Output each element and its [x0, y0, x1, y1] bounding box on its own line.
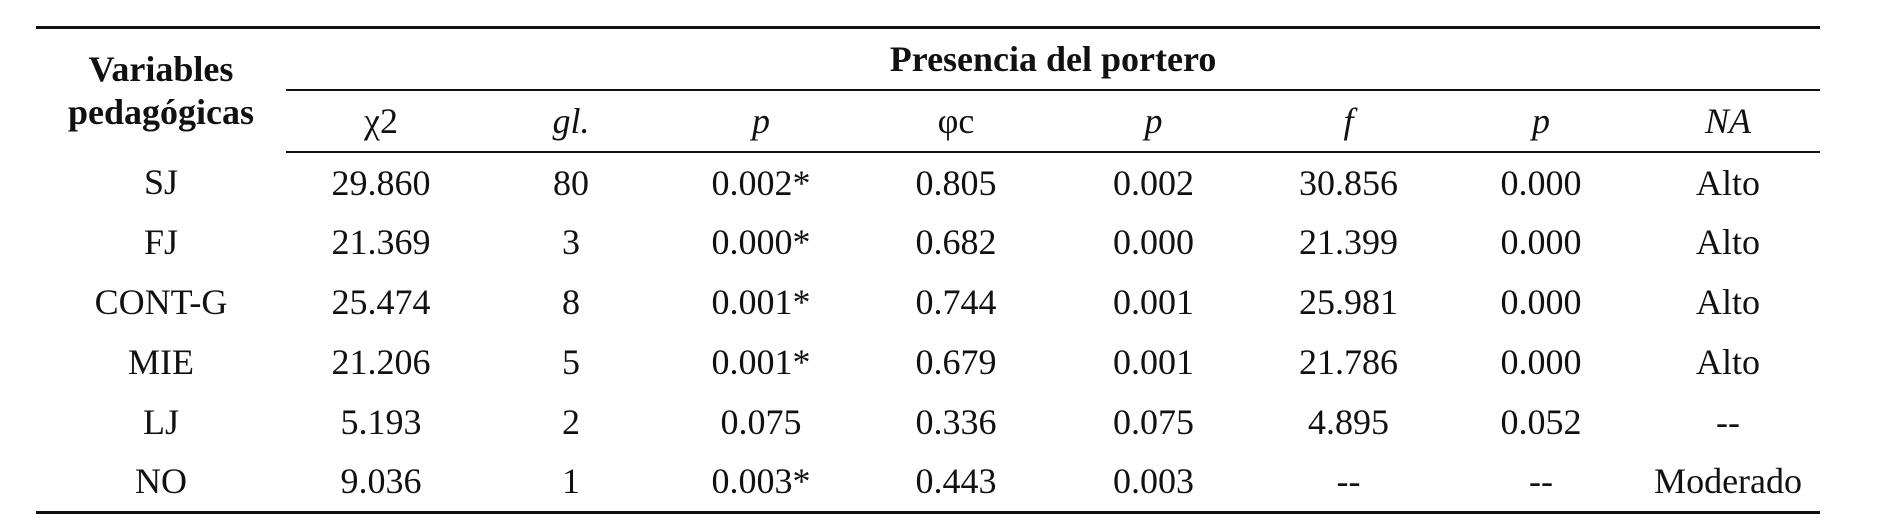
cell-gl: 3: [562, 222, 580, 262]
cell-na: --: [1716, 402, 1741, 442]
cell-p1: 0.075: [720, 402, 802, 442]
cell-na: Alto: [1696, 162, 1761, 203]
col-header-p2: p: [1056, 90, 1251, 153]
cell-phic: 0.443: [856, 452, 1056, 514]
statistics-table: Variables pedagógicas Presencia del port…: [36, 26, 1821, 514]
cell-p1: 0.001*: [711, 342, 811, 382]
cell-na: Moderado: [1636, 452, 1821, 514]
cell-p3: --: [1446, 452, 1636, 514]
cell-variable: LJ: [143, 402, 179, 442]
cell-p1: 0.001*: [711, 282, 811, 322]
col-header-p1: p: [666, 90, 856, 153]
cell-p3: 0.052: [1500, 402, 1582, 442]
cell-p3: 0.000: [1500, 282, 1582, 322]
table-row: SJ 29.860 80 0.002* 0.805 0.002 30.856 0…: [36, 152, 1820, 212]
cell-p3: 0.000: [1500, 162, 1582, 203]
cell-gl: 5: [562, 342, 580, 382]
cell-f: 30.856: [1299, 162, 1398, 203]
cell-p3: 0.000: [1500, 342, 1582, 382]
cell-phic: 0.805: [915, 162, 997, 203]
cell-phic: 0.744: [915, 282, 997, 322]
cell-p2: 0.001: [1113, 282, 1194, 322]
col-header-gl: gl.: [476, 90, 666, 153]
table-row: LJ 5.193 2 0.075 0.336 0.075 4.895 0.052…: [36, 392, 1820, 452]
cell-f: --: [1251, 452, 1446, 514]
cell-f: 25.981: [1299, 282, 1398, 322]
cell-gl: 2: [562, 402, 580, 442]
cell-variable: CONT-G: [94, 282, 228, 322]
cell-gl: 80: [553, 162, 589, 203]
cell-chi2: 5.193: [340, 402, 422, 442]
table-row: NO 9.036 1 0.003* 0.443 0.003 -- -- Mode…: [36, 452, 1821, 514]
cell-chi2: 25.474: [331, 282, 431, 322]
cell-p2: 0.002: [1113, 162, 1194, 203]
cell-gl: 8: [562, 282, 580, 322]
row-header-line1: Variables: [88, 48, 234, 89]
cell-p1: 0.003*: [666, 452, 856, 514]
row-header-cell: Variables pedagógicas: [36, 28, 286, 153]
col-header-na: NA: [1636, 90, 1821, 153]
cell-variable: FJ: [143, 222, 179, 262]
cell-p2: 0.001: [1113, 342, 1194, 382]
table-row: MIE 21.206 5 0.001* 0.679 0.001 21.786 0…: [36, 332, 1820, 392]
table-row: FJ 21.369 3 0.000* 0.682 0.000 21.399 0.…: [36, 212, 1820, 272]
group-header: Presencia del portero: [286, 27, 1821, 91]
cell-gl: 1: [476, 452, 666, 514]
col-header-f: f: [1251, 90, 1446, 153]
cell-phic: 0.336: [915, 402, 997, 442]
cell-chi2: 21.206: [331, 342, 431, 382]
cell-f: 21.399: [1299, 222, 1398, 262]
cell-chi2: 9.036: [286, 452, 476, 514]
cell-na: Alto: [1696, 222, 1761, 262]
col-header-chi2: χ2: [286, 90, 476, 153]
col-header-phic: φc: [856, 90, 1056, 153]
col-header-p3: p: [1446, 90, 1636, 153]
header-row-columns: χ2 gl. p φc p f p NA: [36, 90, 1821, 153]
cell-chi2: 29.860: [331, 162, 431, 203]
cell-p2: 0.003: [1056, 452, 1251, 514]
cell-na: Alto: [1696, 342, 1761, 382]
cell-p1: 0.000*: [711, 222, 811, 262]
cell-variable: SJ: [143, 162, 179, 202]
cell-p3: 0.000: [1500, 222, 1582, 262]
cell-na: Alto: [1696, 282, 1761, 322]
cell-chi2: 21.369: [331, 222, 431, 262]
cell-phic: 0.679: [915, 342, 997, 382]
cell-f: 4.895: [1308, 402, 1389, 442]
cell-variable: MIE: [128, 342, 194, 382]
cell-f: 21.786: [1299, 342, 1398, 382]
cell-p1: 0.002*: [711, 162, 811, 203]
header-row-group: Variables pedagógicas Presencia del port…: [36, 27, 1821, 132]
cell-phic: 0.682: [915, 222, 997, 262]
row-header-line2: pedagógicas: [67, 91, 254, 132]
table-row: CONT-G 25.474 8 0.001* 0.744 0.001 25.98…: [36, 272, 1820, 332]
cell-p2: 0.075: [1113, 402, 1194, 442]
cell-variable: NO: [36, 452, 286, 514]
cell-p2: 0.000: [1113, 222, 1194, 262]
